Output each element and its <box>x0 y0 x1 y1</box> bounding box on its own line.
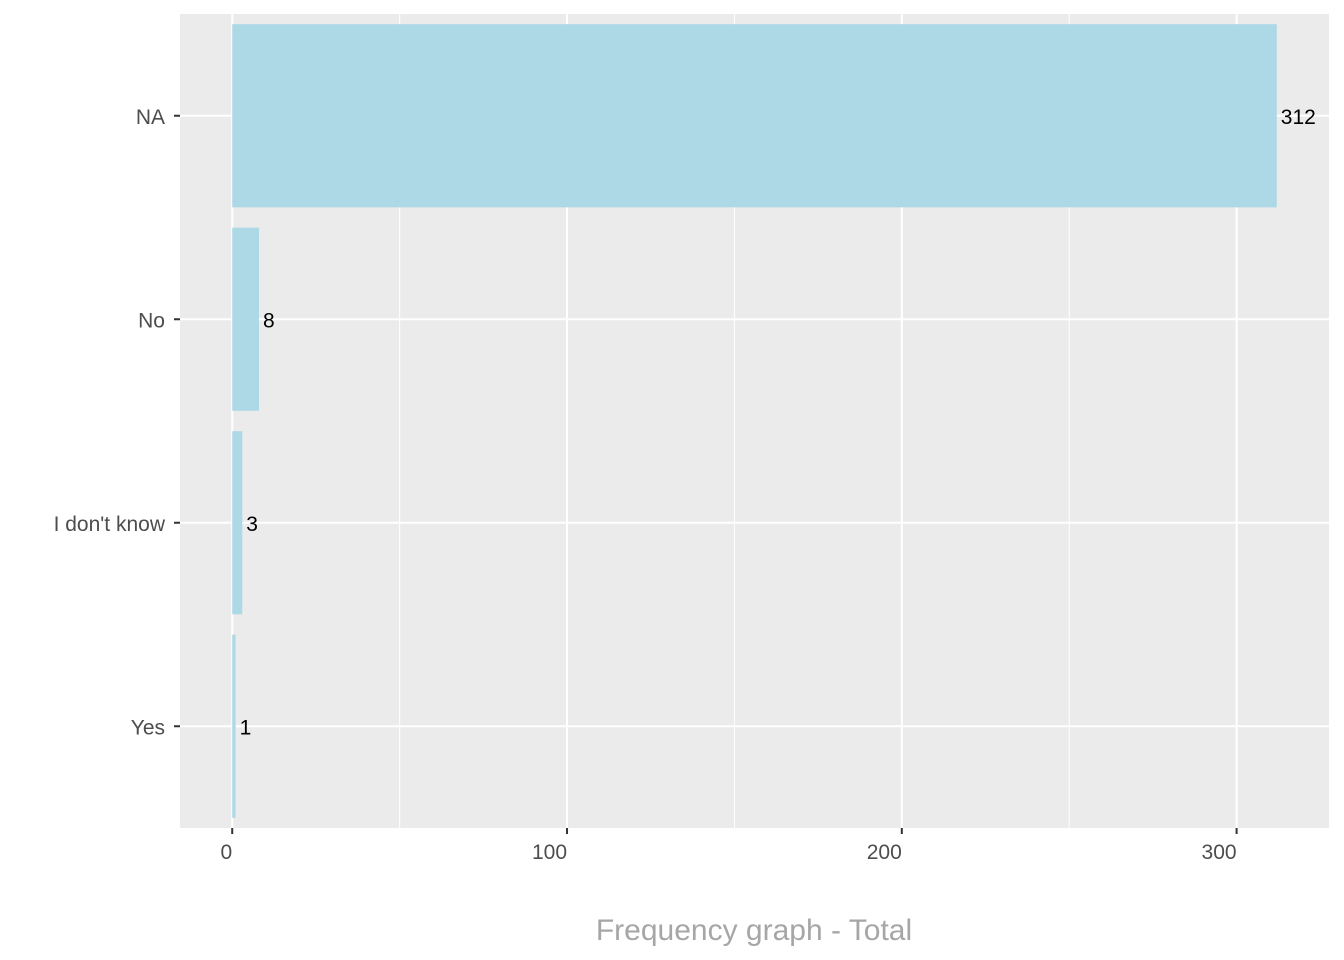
bar <box>232 24 1277 208</box>
data-label: 8 <box>263 309 275 332</box>
bar <box>232 431 243 615</box>
data-label: 312 <box>1281 106 1316 129</box>
y-tick-label: No <box>138 309 165 332</box>
y-tick-label: I don't know <box>54 513 166 536</box>
chart-title: Frequency graph - Total <box>596 914 912 947</box>
x-tick-label: 0 <box>221 841 233 864</box>
x-tick-label: 300 <box>1202 841 1237 864</box>
y-tick-label: Yes <box>131 716 165 739</box>
y-tick-label: NA <box>136 106 165 129</box>
data-label: 1 <box>240 716 252 739</box>
bar <box>232 634 236 818</box>
x-tick-label: 100 <box>532 841 567 864</box>
bar <box>232 227 260 411</box>
data-label: 3 <box>246 513 258 536</box>
x-tick-label: 200 <box>867 841 902 864</box>
